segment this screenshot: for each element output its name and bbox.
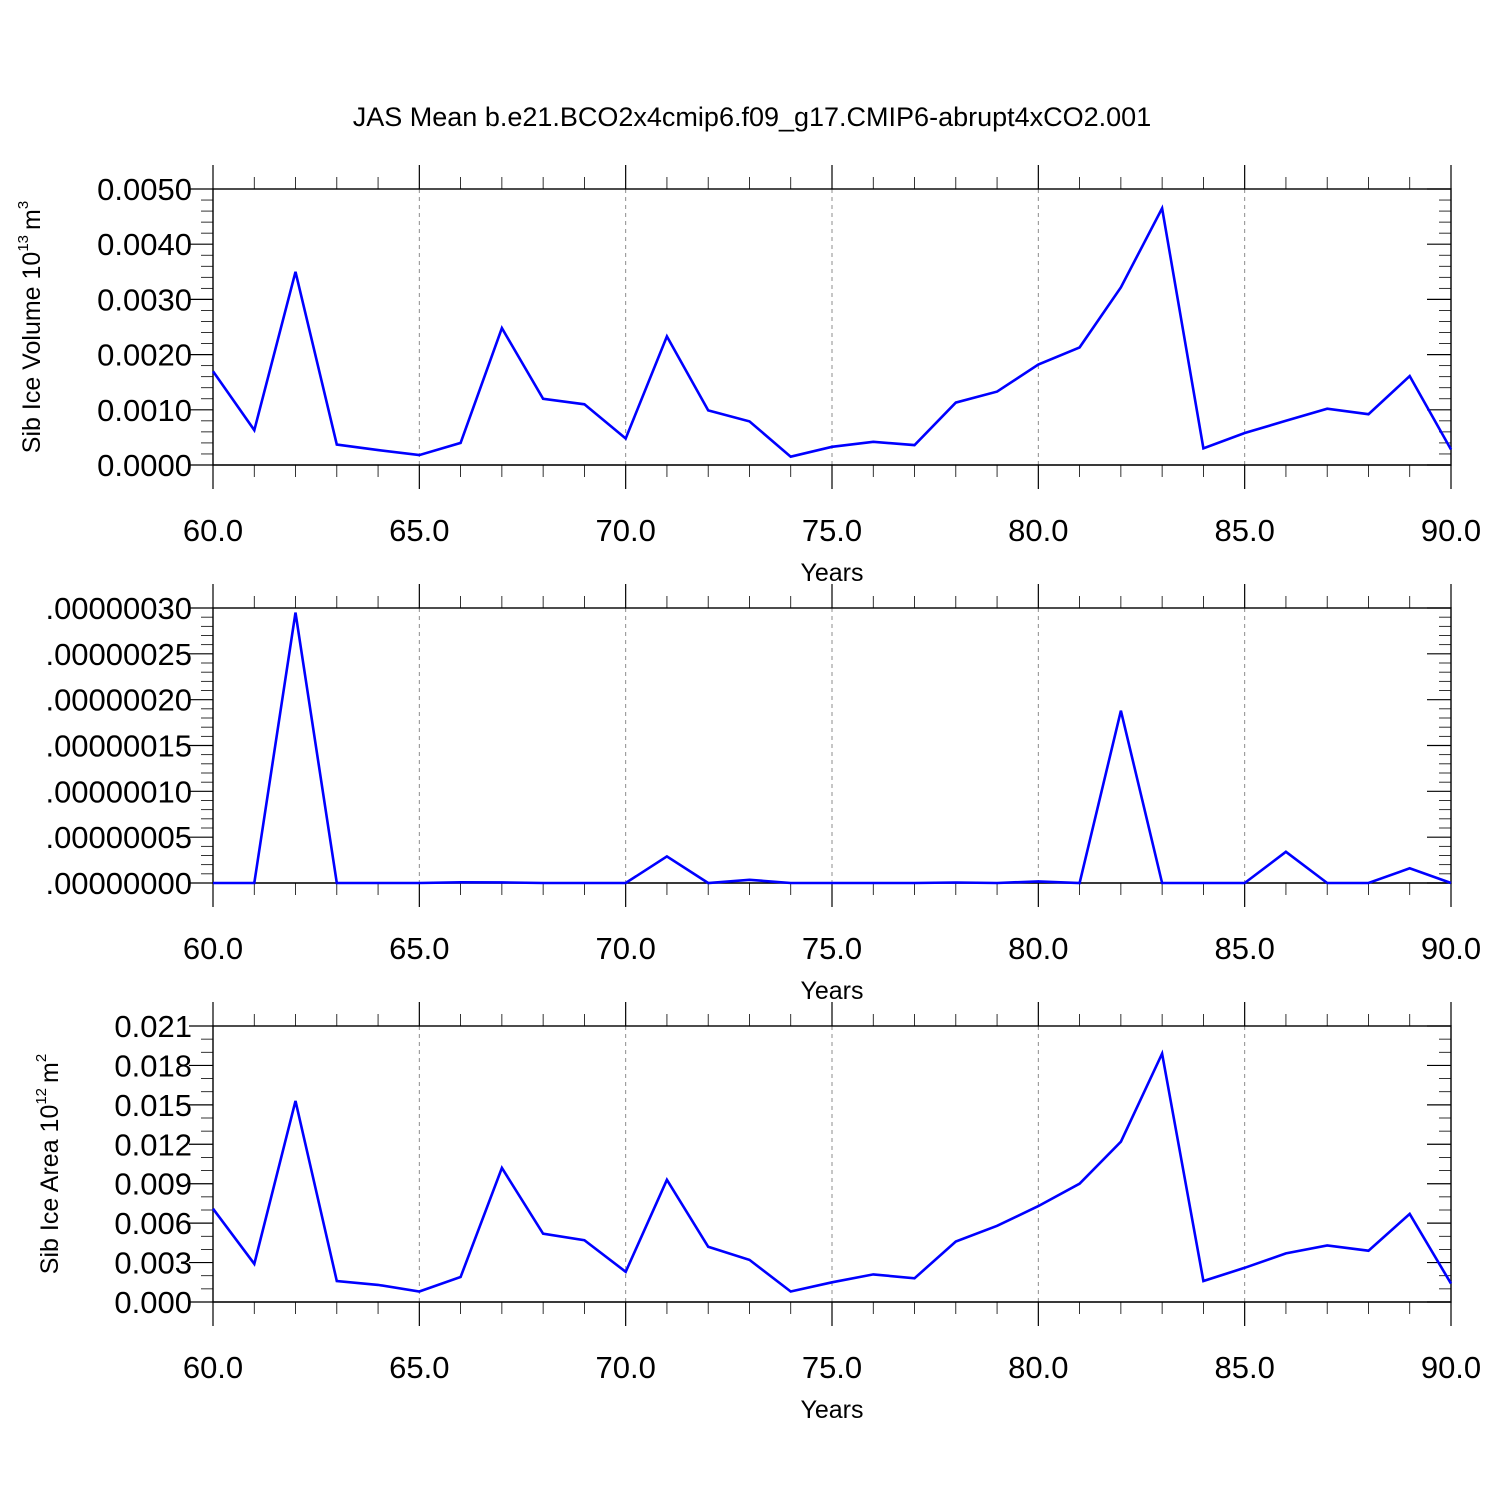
x-tick-label: 85.0 [1214,513,1274,548]
y-tick-label: 0.0010 [97,393,192,428]
x-tick-label: 80.0 [1008,931,1068,966]
y-tick-label: 0.003 [114,1246,192,1281]
y-tick-label: .00000015 [45,729,192,764]
y-tick-label: .00000020 [45,683,192,718]
x-tick-label: 90.0 [1421,1350,1481,1385]
x-tick-label: 75.0 [802,931,862,966]
x-tick-label: 70.0 [595,931,655,966]
x-tick-label: 65.0 [389,931,449,966]
figure-title: JAS Mean b.e21.BCO2x4cmip6.f09_g17.CMIP6… [353,102,1151,132]
y-axis-title-exponent: 12 [33,1088,50,1105]
series-line [213,612,1452,885]
y-axis-title-exponent: 13 [15,235,32,252]
x-tick-label: 65.0 [389,513,449,548]
y-axis-title: Sib Ice Volume 1013 m3 [15,201,46,453]
x-tick-label: 75.0 [802,513,862,548]
y-axis-title: Sib Ice Area 1012 m2 [33,1054,64,1274]
y-axis-title-text: Sib Ice Volume 10 [18,252,46,454]
x-tick-label: 60.0 [183,931,243,966]
y-tick-label: .00000030 [45,591,192,626]
y-tick-label: 0.0040 [97,227,192,262]
y-tick-label: 0.015 [114,1088,192,1123]
y-tick-label: 0.0050 [97,172,192,207]
y-tick-label: .00000000 [45,866,192,901]
y-tick-label: .00000010 [45,774,192,809]
y-axis-title-unit: m [18,209,46,230]
x-tick-label: 80.0 [1008,513,1068,548]
x-tick-label: 65.0 [389,1350,449,1385]
x-axis-title: Years [800,977,863,1005]
y-tick-label: 0.009 [114,1167,192,1202]
x-tick-label: 80.0 [1008,1350,1068,1385]
y-tick-label: 0.012 [114,1127,192,1162]
y-tick-label: 0.0030 [97,282,192,317]
y-tick-label: 0.000 [114,1285,192,1320]
x-tick-label: 70.0 [595,1350,655,1385]
series-line [211,204,1453,459]
x-tick-label: 90.0 [1421,931,1481,966]
y-tick-label: 0.021 [114,1009,192,1044]
y-axis-title-unit-exponent: 2 [33,1054,50,1062]
y-axis-title-text: Sib Ice Area 10 [36,1105,64,1275]
x-tick-label: 85.0 [1214,1350,1274,1385]
y-tick-label: 0.018 [114,1048,192,1083]
x-tick-label: 85.0 [1214,931,1274,966]
y-axis-title-unit: m [36,1062,64,1083]
y-tick-label: .00000025 [45,637,192,672]
x-axis-title: Years [800,1396,863,1424]
series-line [211,1049,1453,1293]
x-tick-label: 75.0 [802,1350,862,1385]
volume-panel: 60.0 65.0 70.0 75.0 80.0 85.0 90.0 Years 0.0000 0… [15,165,1481,587]
x-tick-label: 90.0 [1421,513,1481,548]
y-tick-label: 0.0000 [97,448,192,483]
area-panel: 60.0 65.0 70.0 75.0 80.0 85.0 90.0 Years 0.000 0.… [33,1002,1481,1424]
anomaly-panel: 60.0 65.0 70.0 75.0 80.0 85.0 90.0 Years .000000… [45,584,1481,1005]
x-tick-label: 70.0 [595,513,655,548]
y-tick-label: .00000005 [45,820,192,855]
x-tick-label: 60.0 [183,1350,243,1385]
x-tick-label: 60.0 [183,513,243,548]
x-axis-title: Years [800,559,863,587]
y-tick-label: 0.0020 [97,338,192,373]
y-axis-title-unit-exponent: 3 [15,201,32,209]
y-tick-label: 0.006 [114,1206,192,1241]
